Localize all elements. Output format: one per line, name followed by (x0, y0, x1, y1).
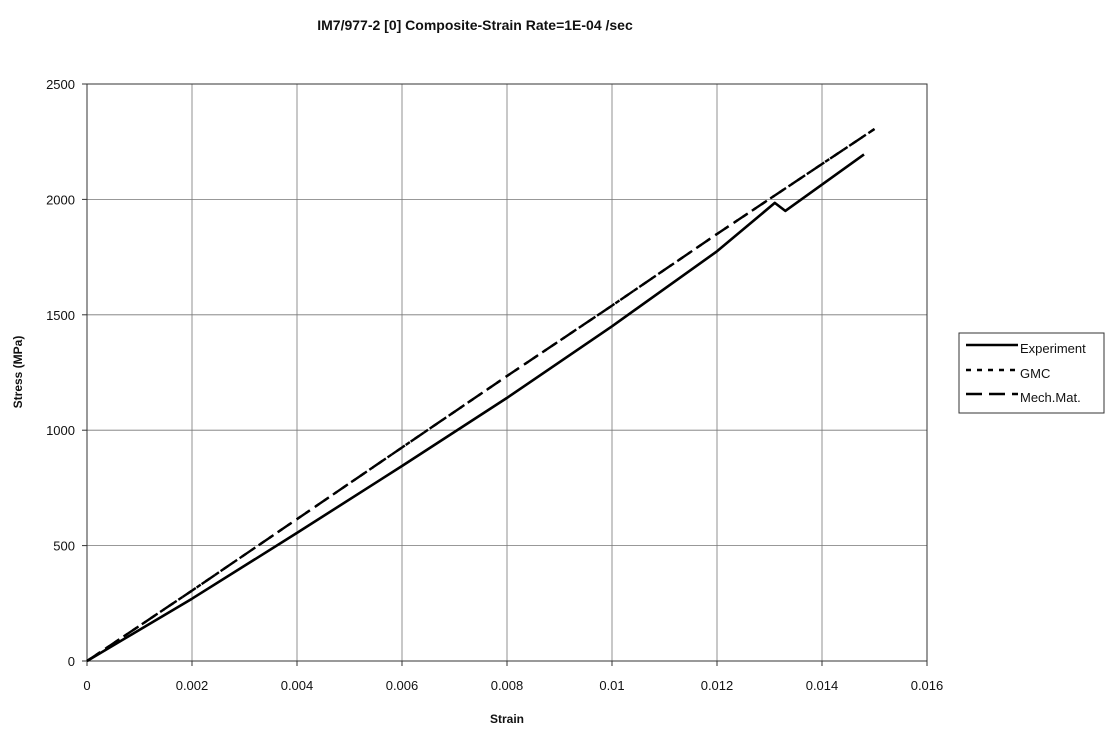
x-tick-label: 0.008 (491, 678, 524, 693)
series-lines (86, 128, 876, 663)
x-tick-label: 0.01 (599, 678, 624, 693)
y-tick-label: 1500 (46, 308, 75, 323)
legend-box (958, 332, 1105, 414)
legend-items: Experiment GMC Mech.Mat. (966, 341, 1086, 405)
y-tick-label: 500 (53, 539, 75, 554)
legend: Experiment GMC Mech.Mat. (958, 332, 1105, 414)
y-tick-label: 0 (68, 654, 75, 669)
x-tick-label: 0.002 (176, 678, 209, 693)
legend-label-mech-mat: Mech.Mat. (1020, 390, 1081, 405)
y-axis: 0 500 1000 1500 2000 2500 (46, 77, 87, 669)
x-tick-label: 0.016 (911, 678, 944, 693)
x-tick-label: 0.014 (806, 678, 839, 693)
y-tick-label: 2000 (46, 192, 75, 207)
series-line-mech-mat (86, 128, 876, 662)
x-tick-label: 0.006 (386, 678, 419, 693)
y-tick-label: 2500 (46, 77, 75, 92)
x-tick-label: 0 (83, 678, 90, 693)
x-axis-label: Strain (490, 712, 524, 726)
x-axis: 0 0.002 0.004 0.006 0.008 0.01 0.012 0.014 0.016 (83, 661, 943, 693)
series-line-experiment (86, 153, 865, 663)
y-tick-label: 1000 (46, 423, 75, 438)
chart-title: IM7/977-2 [0] Composite-Strain Rate=1E-0… (317, 17, 633, 33)
y-axis-label: Stress (MPa) (11, 336, 25, 409)
x-tick-label: 0.004 (281, 678, 314, 693)
grid (87, 84, 927, 661)
legend-label-gmc: GMC (1020, 366, 1050, 381)
legend-label-experiment: Experiment (1020, 341, 1086, 356)
x-tick-label: 0.012 (701, 678, 734, 693)
